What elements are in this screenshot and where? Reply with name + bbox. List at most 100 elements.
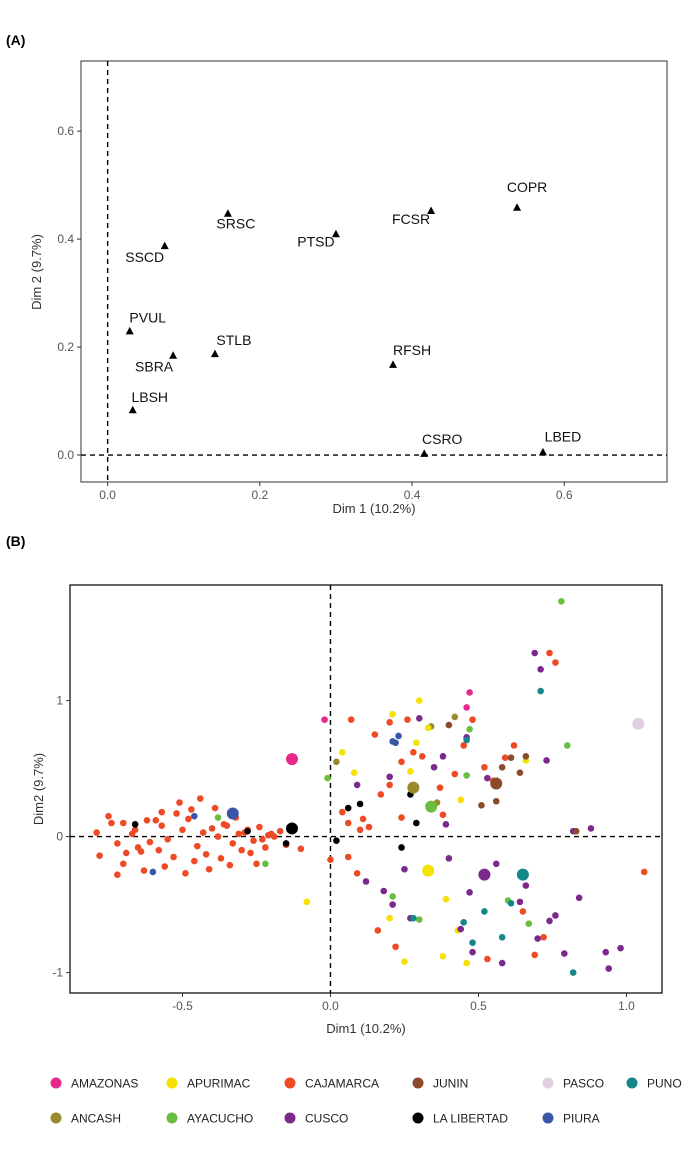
point-cajamarca xyxy=(208,825,216,832)
panel-b: (B) -0.5 0.0 0.5 1.0 -1 0 1 Dim1 (10.2%) Dim2 … xyxy=(6,533,663,1036)
point-cusco xyxy=(516,898,524,906)
point-cajamarca xyxy=(344,819,352,827)
legend-label-puno: PUNO xyxy=(647,1077,682,1091)
panel-a-point-srsc xyxy=(223,209,232,217)
panel-a-point-copr xyxy=(513,203,522,211)
panel-b-x-tick-label: 0.5 xyxy=(470,999,487,1013)
point-junin xyxy=(522,753,530,760)
point-apurimac xyxy=(463,959,470,967)
point-cajamarca xyxy=(140,867,148,874)
legend-item-cajamarca: CAJAMARCA xyxy=(284,1077,379,1091)
point-la-libertad xyxy=(398,844,405,851)
point-cajamarca xyxy=(540,933,547,941)
point-cusco xyxy=(492,860,500,868)
point-cajamarca xyxy=(262,844,269,851)
point-cajamarca xyxy=(238,846,245,854)
point-apurimac xyxy=(303,898,311,906)
point-apurimac xyxy=(389,710,396,718)
point-ayacucho xyxy=(563,742,571,749)
point-cusco xyxy=(552,912,559,919)
panel-a-y-tick-label: 0.6 xyxy=(57,124,74,138)
panel-a-x-axis-title: Dim 1 (10.2%) xyxy=(332,501,415,516)
legend-swatch-junin xyxy=(412,1077,424,1089)
point-amazonas xyxy=(321,716,328,723)
point-cusco xyxy=(466,889,473,896)
legend: AMAZONAS APURIMAC CAJAMARCA JUNIN PASCO PUNO A… xyxy=(50,1077,682,1126)
centroid-puno xyxy=(516,868,529,881)
point-apurimac xyxy=(413,739,420,747)
legend-swatch-ancash xyxy=(50,1112,62,1124)
panel-a-label-pvul: PVUL xyxy=(129,309,166,325)
point-junin xyxy=(572,827,580,835)
point-cusco xyxy=(575,894,583,902)
point-cajamarca xyxy=(146,838,154,846)
point-puno xyxy=(460,918,467,926)
panel-a-label-rfsh: RFSH xyxy=(393,342,431,358)
legend-swatch-la-libertad xyxy=(412,1112,424,1124)
point-cajamarca xyxy=(205,865,213,873)
panel-a-y-axis-title: Dim 2 (9.7%) xyxy=(29,234,44,310)
point-cajamarca xyxy=(114,840,121,847)
point-la-libertad xyxy=(333,837,340,844)
panel-a-y-tick-label: 0.0 xyxy=(57,448,74,462)
panel-a-point-fcsr xyxy=(427,206,436,215)
panel-a-label-fcsr: FCSR xyxy=(392,211,430,227)
point-cajamarca xyxy=(519,908,527,915)
panel-a-points: COPR FCSR SRSC PTSD SSCD PVUL STLB SBRA RFSH LBSH… xyxy=(125,179,581,457)
point-cajamarca xyxy=(404,716,411,723)
panel-a-point-pvul xyxy=(125,326,134,335)
point-puno xyxy=(498,933,506,941)
legend-item-pasco: PASCO xyxy=(542,1077,604,1091)
panel-a-point-sscd xyxy=(160,241,169,250)
point-la-libertad xyxy=(244,827,251,835)
panel-a-ticks: 0.0 0.2 0.4 0.6 0.0 0.2 0.4 0.6 xyxy=(57,124,573,502)
point-cajamarca xyxy=(185,815,192,823)
point-cusco xyxy=(457,925,465,933)
point-cajamarca xyxy=(469,716,476,723)
point-junin xyxy=(492,797,500,805)
panel-a-point-sbra xyxy=(169,351,178,359)
point-cajamarca xyxy=(510,742,518,749)
point-piura xyxy=(149,868,157,876)
point-ayacucho xyxy=(415,916,423,923)
legend-swatch-pasco xyxy=(542,1077,554,1089)
point-cusco xyxy=(587,825,595,832)
point-cusco xyxy=(362,878,370,885)
point-cusco xyxy=(537,666,544,673)
point-cusco xyxy=(439,753,447,760)
point-cajamarca xyxy=(93,829,100,836)
legend-item-junin: JUNIN xyxy=(412,1077,468,1091)
panel-a-point-ptsd xyxy=(331,229,340,238)
point-cusco xyxy=(605,965,613,972)
panel-a-x-tick-label: 0.2 xyxy=(252,488,269,502)
point-cusco xyxy=(401,865,408,873)
point-cajamarca xyxy=(152,816,160,824)
point-cajamarca xyxy=(158,808,166,816)
point-la-libertad xyxy=(356,800,364,808)
point-cajamarca xyxy=(546,649,553,657)
point-cajamarca xyxy=(418,753,426,760)
point-cusco xyxy=(415,714,423,722)
point-cusco xyxy=(430,763,438,771)
point-cajamarca xyxy=(191,857,198,865)
centroid-ayacucho xyxy=(425,800,438,813)
point-ayacucho xyxy=(463,772,470,779)
point-cajamarca xyxy=(170,853,177,861)
point-cajamarca xyxy=(235,830,243,838)
point-cajamarca xyxy=(436,784,444,791)
panel-a-plot-frame xyxy=(80,60,668,483)
point-cajamarca xyxy=(161,863,169,870)
point-cajamarca xyxy=(371,731,379,738)
point-cajamarca xyxy=(552,659,559,666)
panel-b-x-tick-label: 0.0 xyxy=(322,999,339,1013)
legend-label-la-libertad: LA LIBERTAD xyxy=(433,1112,508,1126)
point-cajamarca xyxy=(353,870,361,877)
panel-a-label-copr: COPR xyxy=(507,179,547,195)
panel-a-x-tick-label: 0.0 xyxy=(99,488,116,502)
point-cusco xyxy=(602,948,610,956)
legend-label-pasco: PASCO xyxy=(563,1077,604,1091)
legend-label-amazonas: AMAZONAS xyxy=(71,1077,138,1091)
point-ayacucho xyxy=(525,920,533,927)
panel-b-ticks: -0.5 0.0 0.5 1.0 -1 0 1 xyxy=(52,694,635,1013)
point-cajamarca xyxy=(137,848,145,855)
